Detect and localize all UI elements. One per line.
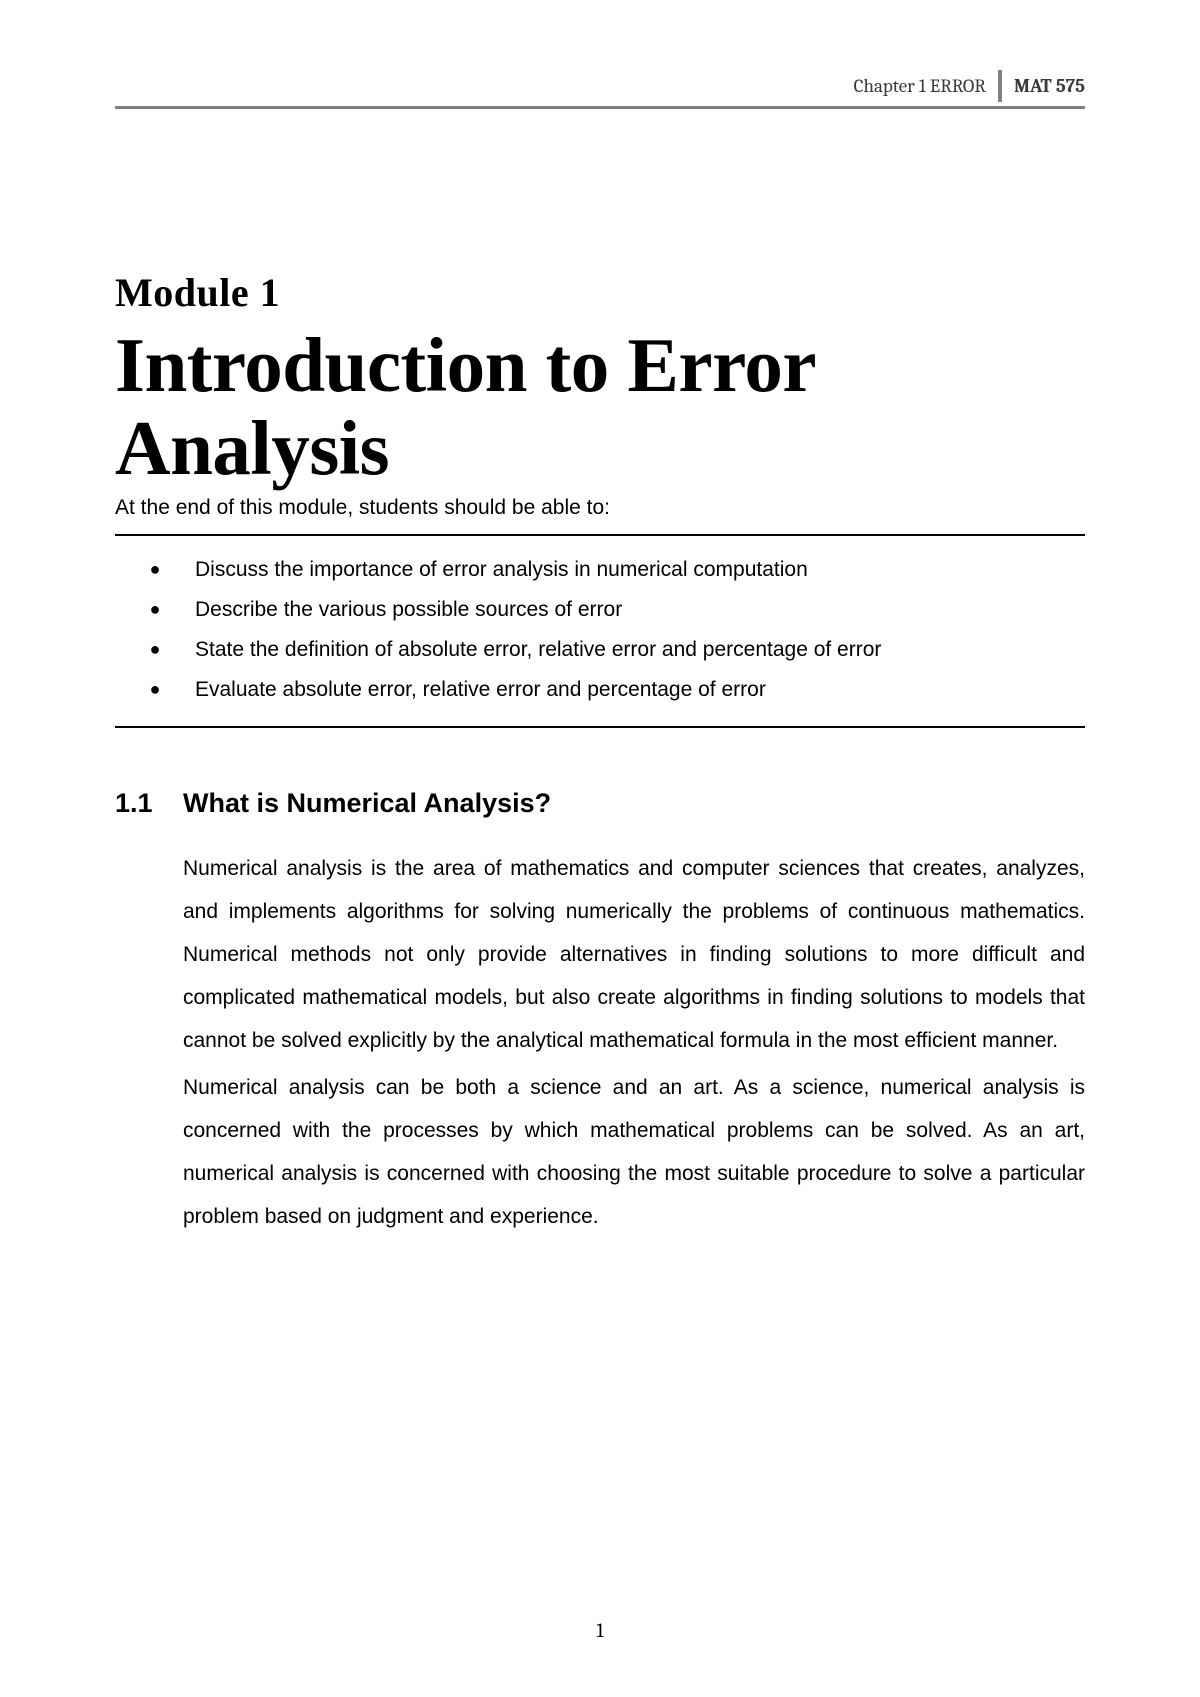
list-item: ● Describe the various possible sources … [115, 590, 1085, 630]
page-header: Chapter 1 ERROR MAT 575 [115, 70, 1085, 102]
objective-text: Evaluate absolute error, relative error … [195, 670, 766, 710]
header-course-code: MAT 575 [1004, 75, 1085, 97]
list-item: ● Discuss the importance of error analys… [115, 550, 1085, 590]
list-item: ● State the definition of absolute error… [115, 630, 1085, 670]
body-paragraph: Numerical analysis can be both a science… [183, 1066, 1085, 1238]
module-title: Introduction to Error Analysis [115, 324, 1085, 490]
bullet-icon: ● [115, 590, 195, 626]
objective-text: Discuss the importance of error analysis… [195, 550, 808, 590]
bullet-icon: ● [115, 670, 195, 706]
list-item: ● Evaluate absolute error, relative erro… [115, 670, 1085, 710]
section-title: What is Numerical Analysis? [183, 788, 551, 819]
objectives-intro: At the end of this module, students shou… [115, 496, 1085, 520]
bullet-icon: ● [115, 550, 195, 586]
module-label: Module 1 [115, 269, 1085, 316]
bullet-icon: ● [115, 630, 195, 666]
page-number: 1 [0, 1619, 1200, 1642]
objectives-list: ● Discuss the importance of error analys… [115, 534, 1085, 728]
header-chapter-text: Chapter 1 ERROR [854, 75, 996, 97]
section-heading: 1.1 What is Numerical Analysis? [115, 788, 1085, 819]
objective-text: Describe the various possible sources of… [195, 590, 622, 630]
body-paragraph: Numerical analysis is the area of mathem… [183, 847, 1085, 1062]
document-page: Chapter 1 ERROR MAT 575 Module 1 Introdu… [0, 0, 1200, 1302]
header-rule [115, 106, 1085, 109]
objective-text: State the definition of absolute error, … [195, 630, 881, 670]
header-divider [998, 70, 1002, 102]
section-number: 1.1 [115, 788, 183, 819]
